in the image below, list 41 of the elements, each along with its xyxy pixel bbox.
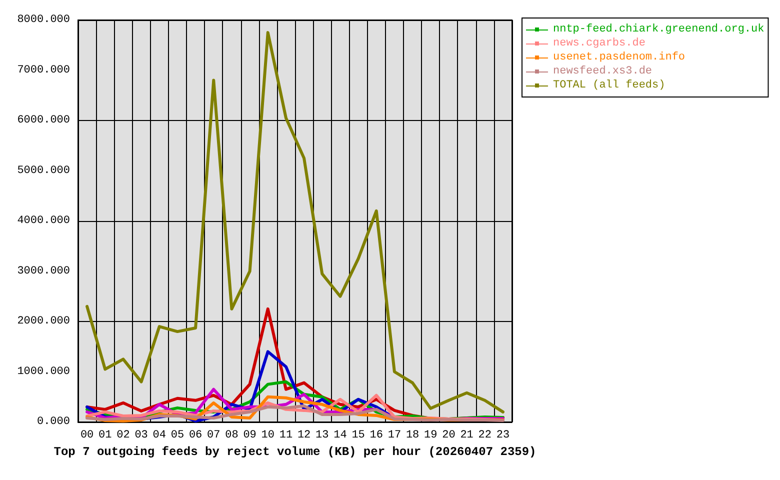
x-tick-label: 04: [152, 430, 166, 442]
x-tick-label: 20: [442, 430, 456, 442]
x-tick-label: 21: [460, 430, 474, 442]
legend-label: usenet.pasdenom.info: [553, 52, 686, 64]
x-axis-title: Top 7 outgoing feeds by reject volume (KB) per hour (20260407 2359): [54, 445, 536, 459]
y-tick-label: 5000.000: [17, 164, 70, 177]
x-tick-label: 18: [406, 430, 420, 442]
x-tick-label: 00: [80, 430, 94, 442]
legend-label: newsfeed.xs3.de: [553, 66, 652, 78]
x-tick-label: 10: [261, 430, 274, 442]
line-series: [86, 404, 504, 422]
x-tick-label: 16: [370, 430, 383, 442]
x-tick-label: 03: [134, 430, 148, 442]
x-tick-label: 06: [188, 430, 202, 442]
x-tick-label: 01: [98, 430, 112, 442]
x-tick-label: 11: [279, 430, 293, 442]
x-tick-label: 14: [334, 430, 348, 442]
legend-label: nntp-feed.chiark.greenend.org.uk: [553, 24, 765, 36]
y-tick-label: 7000.000: [17, 64, 70, 76]
line-series: [86, 31, 504, 414]
legend-label: TOTAL (all feeds): [553, 80, 666, 92]
x-tick-label: 07: [207, 430, 220, 442]
x-tick-label: 08: [225, 430, 238, 442]
legend-label: news.cgarbs.de: [553, 38, 646, 50]
x-tick-label: 19: [424, 430, 438, 442]
x-tick-label: 17: [388, 430, 402, 442]
x-tick-label: 23: [496, 430, 510, 442]
y-tick-label: 0.000: [36, 416, 70, 428]
x-tick-label: 22: [478, 430, 492, 442]
x-tick-label: 13: [316, 430, 329, 442]
y-tick-label: 6000.000: [17, 114, 70, 126]
y-tick-label: 1000.000: [17, 366, 70, 378]
x-tick-label: 12: [297, 430, 311, 442]
y-tick-label: 4000.000: [17, 215, 70, 227]
x-tick-label: 02: [116, 430, 130, 442]
y-tick-label: 2000.000: [17, 316, 70, 328]
x-tick-label: 15: [352, 430, 365, 442]
y-tick-label: 8000.000: [17, 14, 70, 26]
x-tick-label: 09: [243, 430, 256, 442]
x-tick-label: 05: [170, 430, 184, 442]
y-tick-label: 3000.000: [17, 265, 70, 278]
